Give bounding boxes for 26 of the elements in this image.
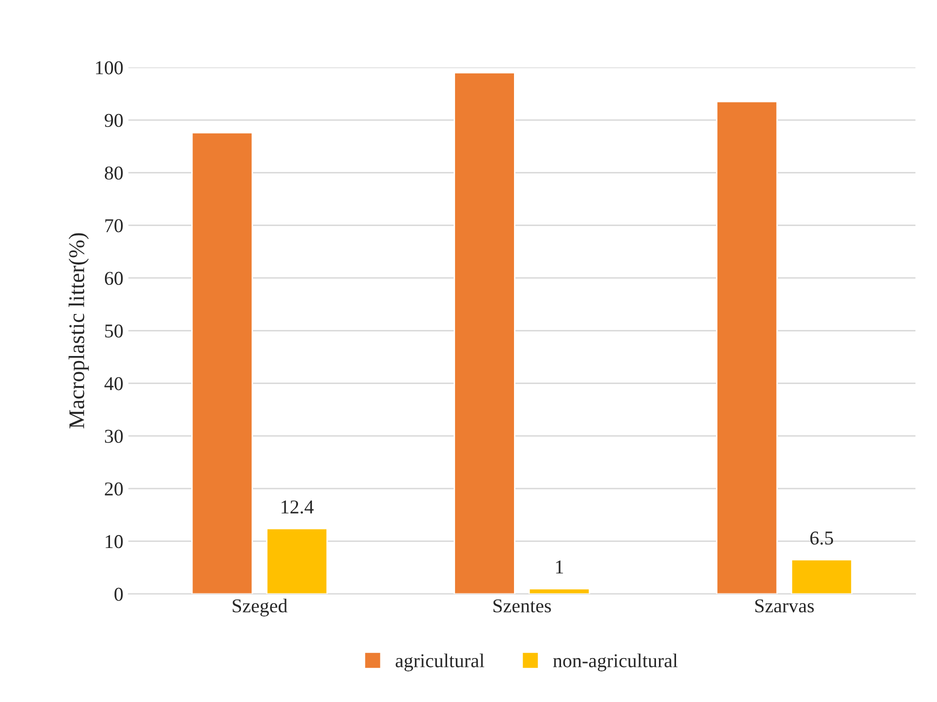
y-tick-label: 90 (104, 114, 123, 127)
bar (790, 558, 853, 594)
y-axis-title: Macroplastic litter(%) (68, 233, 89, 428)
y-tick-label: 70 (105, 219, 123, 232)
bar (191, 132, 254, 594)
y-tick-label: 10 (106, 535, 123, 548)
data-label: 12.4 (282, 500, 314, 514)
y-tick-label: 20 (104, 482, 123, 496)
y-tick-label: 50 (105, 324, 123, 338)
y-tick-label: 100 (96, 61, 123, 74)
x-tick-label: Szeged (232, 598, 288, 616)
x-tick-label: Szarvas (755, 599, 814, 612)
data-label: 6.5 (810, 532, 834, 545)
y-tick-label: 30 (104, 430, 123, 443)
bar (266, 528, 328, 594)
bar (454, 72, 516, 594)
data-label: 1 (556, 560, 563, 574)
legend-label: non-agricultural (553, 654, 678, 672)
y-tick-label: 80 (104, 166, 123, 180)
bar (528, 588, 590, 594)
bar (716, 100, 778, 594)
y-tick-label: 60 (104, 272, 123, 285)
legend-label: agricultural (396, 654, 484, 672)
y-tick-label: 0 (114, 588, 123, 601)
x-tick-label: Szentes (494, 599, 551, 612)
y-tick-label: 40 (104, 377, 123, 390)
